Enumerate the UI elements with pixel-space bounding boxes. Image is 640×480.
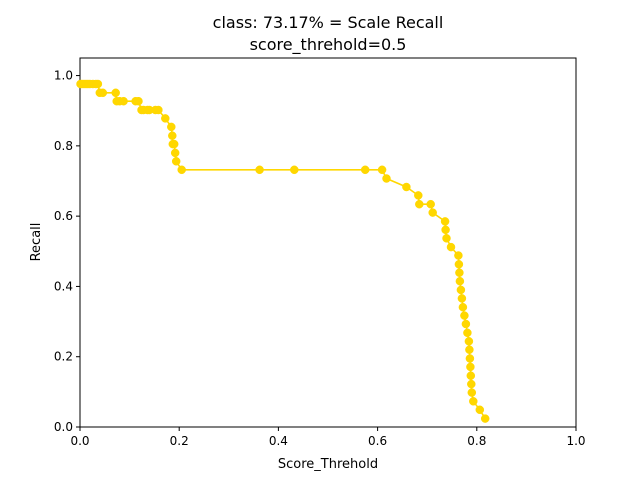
x-tick-label: 0.0 [70, 434, 89, 448]
data-point [377, 165, 387, 175]
data-point [455, 276, 465, 286]
data-point [290, 165, 299, 175]
data-point [168, 131, 177, 140]
data-point [466, 362, 475, 372]
x-axis: 0.0 0.2 0.4 0.6 0.8 1.0 [70, 427, 586, 448]
plot-area [79, 57, 577, 428]
data-point [167, 122, 176, 132]
data-point [480, 414, 490, 423]
chart-title: class: 73.17% = Scale Recall [213, 13, 444, 32]
y-tick-label: 0.8 [54, 139, 73, 153]
x-tick-label: 0.2 [170, 434, 189, 448]
chart-subtitle: score_threhold=0.5 [250, 35, 407, 55]
data-point [119, 96, 128, 106]
data-point [461, 319, 471, 329]
data-point [465, 345, 474, 354]
data-point [415, 199, 424, 209]
data-point [171, 157, 181, 166]
data-point [170, 148, 180, 158]
data-point [466, 371, 476, 380]
y-tick-label: 0.2 [54, 350, 73, 364]
plot-frame [79, 57, 577, 428]
x-tick-label: 0.6 [368, 434, 387, 448]
data-point [463, 328, 472, 338]
data-point [98, 88, 108, 98]
x-axis-label: Score_Threhold [278, 457, 378, 472]
series-recall [76, 79, 490, 423]
data-point [467, 379, 476, 389]
data-point [441, 225, 450, 235]
data-point [454, 251, 463, 260]
data-point [442, 234, 451, 243]
data-point [465, 354, 475, 363]
data-point [134, 96, 143, 106]
data-point [169, 139, 179, 149]
y-tick-label: 0.4 [54, 279, 73, 293]
data-point [93, 79, 103, 89]
data-point [456, 285, 466, 295]
data-point [455, 268, 464, 277]
data-point [154, 105, 163, 115]
data-point [440, 217, 450, 226]
data-point [360, 165, 370, 175]
data-point [454, 260, 464, 269]
data-point [460, 311, 469, 320]
y-axis-label: Recall [29, 223, 44, 262]
data-point [457, 294, 467, 303]
data-point [428, 208, 437, 217]
x-tick-label: 0.8 [467, 434, 486, 448]
data-point [469, 397, 478, 406]
y-tick-label: 0.0 [54, 420, 73, 434]
data-point [177, 165, 186, 175]
data-point [382, 174, 391, 183]
data-point [426, 199, 435, 209]
data-point [446, 242, 456, 252]
data-point [255, 165, 264, 175]
data-point [402, 182, 411, 192]
data-point [464, 337, 474, 346]
data-point [467, 388, 477, 397]
data-point [475, 405, 485, 415]
data-point [414, 191, 423, 200]
data-point [458, 302, 468, 312]
y-axis: 0.0 0.2 0.4 0.6 0.8 1.0 [54, 69, 80, 434]
y-tick-label: 0.6 [54, 209, 73, 223]
data-point [111, 88, 120, 98]
y-tick-label: 1.0 [54, 69, 73, 83]
x-tick-label: 0.4 [269, 434, 288, 448]
data-point [161, 114, 170, 123]
x-tick-label: 1.0 [566, 434, 585, 448]
